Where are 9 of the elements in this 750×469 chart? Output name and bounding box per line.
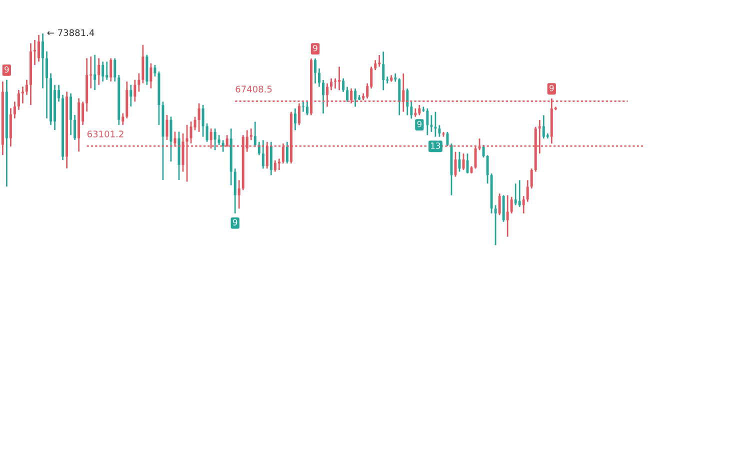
annotation: 67408.5	[236, 86, 272, 93]
annotation: 9	[550, 84, 554, 92]
annotation: 13	[431, 142, 440, 149]
annotation: 9	[232, 219, 238, 226]
annotation: 9	[4, 66, 9, 73]
annotation: ← 73881.4	[47, 29, 94, 36]
annotation: 9	[313, 44, 318, 52]
annotation: 63101.2	[87, 130, 124, 138]
annotation: 9	[417, 120, 422, 128]
